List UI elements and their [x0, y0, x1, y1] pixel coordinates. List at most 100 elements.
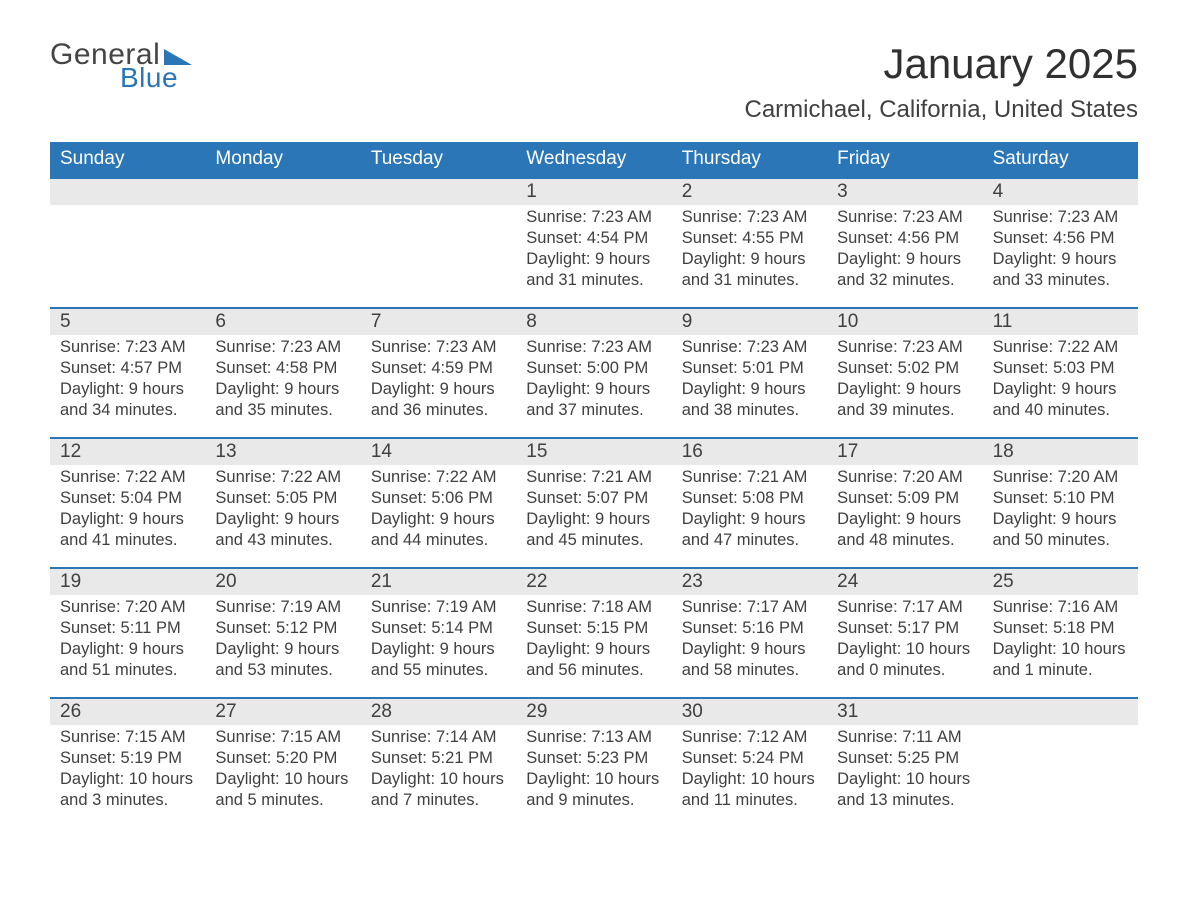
day-detail-line: Daylight: 9 hours	[60, 379, 195, 400]
day-detail-line: Sunrise: 7:19 AM	[215, 597, 350, 618]
logo: General Blue	[50, 40, 192, 92]
day-detail-line: and 43 minutes.	[215, 530, 350, 551]
day-cell: 17Sunrise: 7:20 AMSunset: 5:09 PMDayligh…	[827, 439, 982, 567]
calendar-body: 1Sunrise: 7:23 AMSunset: 4:54 PMDaylight…	[50, 177, 1138, 827]
day-details: Sunrise: 7:22 AMSunset: 5:04 PMDaylight:…	[50, 465, 205, 551]
day-details: Sunrise: 7:23 AMSunset: 4:55 PMDaylight:…	[672, 205, 827, 291]
day-details: Sunrise: 7:15 AMSunset: 5:19 PMDaylight:…	[50, 725, 205, 811]
day-detail-line: Sunrise: 7:23 AM	[526, 337, 661, 358]
day-cell: 22Sunrise: 7:18 AMSunset: 5:15 PMDayligh…	[516, 569, 671, 697]
day-detail-line: Daylight: 10 hours	[60, 769, 195, 790]
day-detail-line: Sunset: 5:14 PM	[371, 618, 506, 639]
day-detail-line: Daylight: 9 hours	[371, 509, 506, 530]
day-detail-line: Sunrise: 7:23 AM	[682, 207, 817, 228]
day-number	[361, 179, 516, 205]
day-cell: 9Sunrise: 7:23 AMSunset: 5:01 PMDaylight…	[672, 309, 827, 437]
day-detail-line: and 9 minutes.	[526, 790, 661, 811]
day-detail-line: Sunset: 5:23 PM	[526, 748, 661, 769]
day-cell: 27Sunrise: 7:15 AMSunset: 5:20 PMDayligh…	[205, 699, 360, 827]
day-number: 26	[50, 699, 205, 725]
day-details: Sunrise: 7:23 AMSunset: 4:59 PMDaylight:…	[361, 335, 516, 421]
day-details: Sunrise: 7:17 AMSunset: 5:16 PMDaylight:…	[672, 595, 827, 681]
day-detail-line: Sunrise: 7:21 AM	[682, 467, 817, 488]
weekday-header-cell: Saturday	[983, 142, 1138, 177]
day-details	[50, 205, 205, 207]
day-details: Sunrise: 7:23 AMSunset: 4:58 PMDaylight:…	[205, 335, 360, 421]
day-detail-line: Sunrise: 7:17 AM	[682, 597, 817, 618]
day-detail-line: Sunset: 5:20 PM	[215, 748, 350, 769]
day-detail-line: Sunset: 4:58 PM	[215, 358, 350, 379]
day-detail-line: Sunrise: 7:20 AM	[993, 467, 1128, 488]
day-detail-line: and 53 minutes.	[215, 660, 350, 681]
day-detail-line: Sunrise: 7:15 AM	[215, 727, 350, 748]
day-number: 24	[827, 569, 982, 595]
day-detail-line: Daylight: 9 hours	[371, 639, 506, 660]
day-number: 7	[361, 309, 516, 335]
day-detail-line: and 3 minutes.	[60, 790, 195, 811]
day-detail-line: Sunset: 5:16 PM	[682, 618, 817, 639]
day-details: Sunrise: 7:13 AMSunset: 5:23 PMDaylight:…	[516, 725, 671, 811]
day-number: 9	[672, 309, 827, 335]
day-number: 22	[516, 569, 671, 595]
day-detail-line: Daylight: 10 hours	[682, 769, 817, 790]
day-detail-line: Sunset: 4:56 PM	[993, 228, 1128, 249]
day-number	[205, 179, 360, 205]
day-detail-line: and 5 minutes.	[215, 790, 350, 811]
day-details: Sunrise: 7:21 AMSunset: 5:08 PMDaylight:…	[672, 465, 827, 551]
day-number: 21	[361, 569, 516, 595]
day-number: 31	[827, 699, 982, 725]
day-detail-line: Daylight: 9 hours	[215, 379, 350, 400]
day-detail-line: and 45 minutes.	[526, 530, 661, 551]
day-detail-line: Sunrise: 7:20 AM	[60, 597, 195, 618]
day-detail-line: Sunset: 5:04 PM	[60, 488, 195, 509]
day-detail-line: Daylight: 9 hours	[682, 379, 817, 400]
weekday-header-cell: Thursday	[672, 142, 827, 177]
day-cell: 21Sunrise: 7:19 AMSunset: 5:14 PMDayligh…	[361, 569, 516, 697]
day-detail-line: Sunset: 5:12 PM	[215, 618, 350, 639]
day-detail-line: Daylight: 9 hours	[993, 379, 1128, 400]
day-detail-line: Daylight: 10 hours	[993, 639, 1128, 660]
day-cell: 11Sunrise: 7:22 AMSunset: 5:03 PMDayligh…	[983, 309, 1138, 437]
day-detail-line: Daylight: 9 hours	[682, 639, 817, 660]
day-detail-line: and 56 minutes.	[526, 660, 661, 681]
week-row: 19Sunrise: 7:20 AMSunset: 5:11 PMDayligh…	[50, 567, 1138, 697]
day-detail-line: Sunrise: 7:16 AM	[993, 597, 1128, 618]
day-detail-line: Sunset: 5:17 PM	[837, 618, 972, 639]
logo-text-blue: Blue	[120, 64, 178, 92]
day-number: 18	[983, 439, 1138, 465]
day-detail-line: Sunset: 5:10 PM	[993, 488, 1128, 509]
day-detail-line: Sunset: 5:18 PM	[993, 618, 1128, 639]
day-detail-line: and 38 minutes.	[682, 400, 817, 421]
day-detail-line: Sunrise: 7:23 AM	[371, 337, 506, 358]
day-detail-line: Daylight: 9 hours	[682, 249, 817, 270]
day-detail-line: Daylight: 9 hours	[215, 509, 350, 530]
month-title: January 2025	[744, 40, 1138, 88]
day-detail-line: Daylight: 10 hours	[837, 639, 972, 660]
day-detail-line: Sunset: 4:59 PM	[371, 358, 506, 379]
day-detail-line: Sunset: 5:25 PM	[837, 748, 972, 769]
location-subtitle: Carmichael, California, United States	[744, 96, 1138, 124]
day-detail-line: Sunset: 5:03 PM	[993, 358, 1128, 379]
day-details: Sunrise: 7:19 AMSunset: 5:12 PMDaylight:…	[205, 595, 360, 681]
day-cell: 5Sunrise: 7:23 AMSunset: 4:57 PMDaylight…	[50, 309, 205, 437]
day-detail-line: and 44 minutes.	[371, 530, 506, 551]
day-number: 28	[361, 699, 516, 725]
day-cell: 4Sunrise: 7:23 AMSunset: 4:56 PMDaylight…	[983, 179, 1138, 307]
day-detail-line: and 31 minutes.	[682, 270, 817, 291]
day-number: 19	[50, 569, 205, 595]
day-cell: 3Sunrise: 7:23 AMSunset: 4:56 PMDaylight…	[827, 179, 982, 307]
day-detail-line: Sunrise: 7:11 AM	[837, 727, 972, 748]
day-number: 29	[516, 699, 671, 725]
day-detail-line: Sunrise: 7:19 AM	[371, 597, 506, 618]
weekday-header-cell: Monday	[205, 142, 360, 177]
day-detail-line: Sunrise: 7:22 AM	[993, 337, 1128, 358]
day-cell	[361, 179, 516, 307]
day-cell	[205, 179, 360, 307]
day-details: Sunrise: 7:23 AMSunset: 4:56 PMDaylight:…	[827, 205, 982, 291]
day-detail-line: Daylight: 9 hours	[371, 379, 506, 400]
day-detail-line: Sunrise: 7:20 AM	[837, 467, 972, 488]
day-number: 5	[50, 309, 205, 335]
day-detail-line: Daylight: 9 hours	[60, 509, 195, 530]
day-number: 16	[672, 439, 827, 465]
day-details: Sunrise: 7:22 AMSunset: 5:05 PMDaylight:…	[205, 465, 360, 551]
